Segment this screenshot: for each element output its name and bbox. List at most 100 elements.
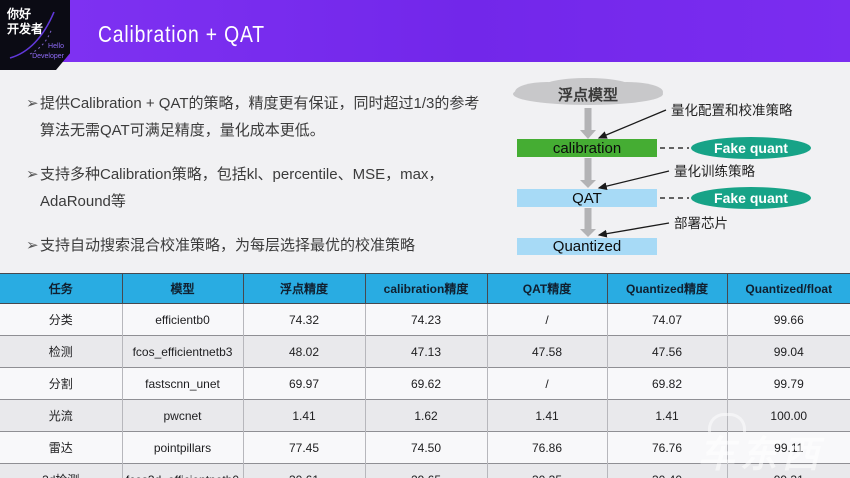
table-cell: 69.82 xyxy=(606,367,727,400)
annotation-arrow-2 xyxy=(597,170,670,190)
table-cell: 1.41 xyxy=(606,399,727,432)
bullet-item: ➢ 提供Calibration + QAT的策略，精度更有保证，同时超过1/3的… xyxy=(26,90,491,144)
qat-box-label: QAT xyxy=(572,190,602,207)
table-cell: 47.13 xyxy=(364,335,487,368)
calibration-box-label: calibration xyxy=(553,140,621,157)
table-cell: fcos_efficientnetb3 xyxy=(121,335,243,368)
table-cell: 100.00 xyxy=(726,399,850,432)
col-header-quantized-acc: Quantized精度 xyxy=(606,273,728,304)
calibration-box xyxy=(517,139,657,157)
fake-quant-label-2: Fake quant xyxy=(714,190,788,206)
table-cell: efficientb0 xyxy=(121,303,243,336)
table-cell: 1.62 xyxy=(364,399,487,432)
col-header-quantized-float: Quantized/float xyxy=(726,273,850,304)
hello-developer-logo: 你好 开发者 Hello Developer xyxy=(0,0,70,70)
flow-arrow-2 xyxy=(580,158,596,188)
table-cell: 77.45 xyxy=(242,431,365,464)
watermark-arc-icon xyxy=(708,413,746,432)
table-row: 分割 fastscnn_unet 69.97 69.62 / 69.82 99.… xyxy=(0,367,850,400)
table-cell: 雷达 xyxy=(0,431,122,464)
annotation-arrow-3 xyxy=(597,222,670,238)
table-cell: 47.58 xyxy=(486,335,607,368)
table-row: 雷达 pointpillars 77.45 74.50 76.86 76.76 … xyxy=(0,431,850,464)
table-cell: 99.79 xyxy=(726,367,850,400)
table-cell: 76.86 xyxy=(486,431,607,464)
table-cell: 69.62 xyxy=(364,367,487,400)
table-cell: 74.32 xyxy=(242,303,365,336)
logo-cn-text: 你好 开发者 xyxy=(7,7,43,37)
table-cell: 48.02 xyxy=(242,335,365,368)
logo-en-text: Hello Developer xyxy=(32,42,64,62)
table-cell: fastscnn_unet xyxy=(121,367,243,400)
fake-quant-label-1: Fake quant xyxy=(714,140,788,156)
bullet-item: ➢ 支持自动搜索混合校准策略，为每层选择最优的校准策略 xyxy=(26,232,491,259)
bullet-item: ➢ 支持多种Calibration策略，包括kl、percentile、MSE，… xyxy=(26,161,491,215)
bullet-list: ➢ 提供Calibration + QAT的策略，精度更有保证，同时超过1/3的… xyxy=(26,90,491,276)
bullet-text: 提供Calibration + QAT的策略，精度更有保证，同时超过1/3的参考… xyxy=(40,95,480,139)
page-title: Calibration + QAT xyxy=(98,21,265,47)
qat-box xyxy=(517,189,657,207)
table-cell: 74.23 xyxy=(364,303,487,336)
annotation-calibration-label: 量化配置和校准策略 xyxy=(671,102,793,118)
col-header-model: 模型 xyxy=(121,273,244,304)
table-header-row: 任务 模型 浮点精度 calibration精度 QAT精度 Quantized… xyxy=(0,273,850,304)
table-cell: 3d检测 xyxy=(0,463,122,478)
annotation-deploy-label: 部署芯片 xyxy=(674,216,728,231)
col-header-float-acc: 浮点精度 xyxy=(242,273,366,304)
table-row: 光流 pwcnet 1.41 1.62 1.41 1.41 100.00 xyxy=(0,399,850,432)
logo-swoosh xyxy=(9,11,55,59)
float-model-cloud: 浮点模型 xyxy=(513,78,663,105)
col-header-task: 任务 xyxy=(0,273,123,304)
table-cell: 30.35 xyxy=(486,463,607,478)
table-cell: / xyxy=(486,303,607,336)
table-cell: 1.41 xyxy=(242,399,365,432)
bullet-marker-icon: ➢ xyxy=(26,95,39,112)
fake-quant-ellipse-1 xyxy=(691,137,811,159)
table-cell: fcos3d_efficientnetb0 xyxy=(121,463,243,478)
bullet-marker-icon: ➢ xyxy=(26,237,39,254)
table-cell: 74.07 xyxy=(606,303,727,336)
table-cell: 1.41 xyxy=(486,399,607,432)
table-cell: pwcnet xyxy=(121,399,243,432)
table-cell: 30.40 xyxy=(606,463,727,478)
bullet-marker-icon: ➢ xyxy=(26,166,39,183)
quantization-flow-diagram: 浮点模型 calibration Fake quant 量化配置和校准策略 QA… xyxy=(513,78,811,255)
table-cell: 30.61 xyxy=(242,463,365,478)
table-row: 3d检测 fcos3d_efficientnetb0 30.61 29.65 3… xyxy=(0,463,850,478)
bullet-text: 支持自动搜索混合校准策略，为每层选择最优的校准策略 xyxy=(40,237,416,254)
quantized-box xyxy=(517,238,657,255)
table-cell: / xyxy=(486,367,607,400)
table-cell: 分割 xyxy=(0,367,122,400)
logo-en-line1: Hello xyxy=(48,43,64,51)
table-cell: 光流 xyxy=(0,399,122,432)
watermark: 车东西 xyxy=(698,413,824,478)
watermark-text: 车东西 xyxy=(698,434,824,475)
col-header-qat-acc: QAT精度 xyxy=(486,273,608,304)
quantized-box-label: Quantized xyxy=(553,238,621,255)
table-cell: 99.31 xyxy=(726,463,850,478)
results-table: 任务 模型 浮点精度 calibration精度 QAT精度 Quantized… xyxy=(0,273,850,478)
bullet-text: 支持多种Calibration策略，包括kl、percentile、MSE，ma… xyxy=(40,166,444,210)
logo-cn-line2: 开发者 xyxy=(7,22,44,36)
flow-arrow-1 xyxy=(580,108,596,139)
table-cell: 99.04 xyxy=(726,335,850,368)
flow-arrow-3 xyxy=(580,208,596,237)
table-row: 分类 efficientb0 74.32 74.23 / 74.07 99.66 xyxy=(0,303,850,336)
table-cell: 76.76 xyxy=(606,431,727,464)
logo-cn-line1: 你好 xyxy=(7,7,32,21)
table-cell: 29.65 xyxy=(364,463,487,478)
table-cell: 47.56 xyxy=(606,335,727,368)
logo-en-line2: Developer xyxy=(32,53,64,61)
table-cell: 69.97 xyxy=(242,367,365,400)
float-model-label: 浮点模型 xyxy=(558,86,618,104)
table-cell: 检测 xyxy=(0,335,122,368)
table-cell: 99.66 xyxy=(726,303,850,336)
table-cell: 99.11 xyxy=(726,431,850,464)
table-cell: 74.50 xyxy=(364,431,487,464)
table-row: 检测 fcos_efficientnetb3 48.02 47.13 47.58… xyxy=(0,335,850,368)
annotation-qat-label: 量化训练策略 xyxy=(674,163,755,179)
fake-quant-ellipse-2 xyxy=(691,187,811,209)
table-cell: pointpillars xyxy=(121,431,243,464)
col-header-calibration-acc: calibration精度 xyxy=(364,273,488,304)
